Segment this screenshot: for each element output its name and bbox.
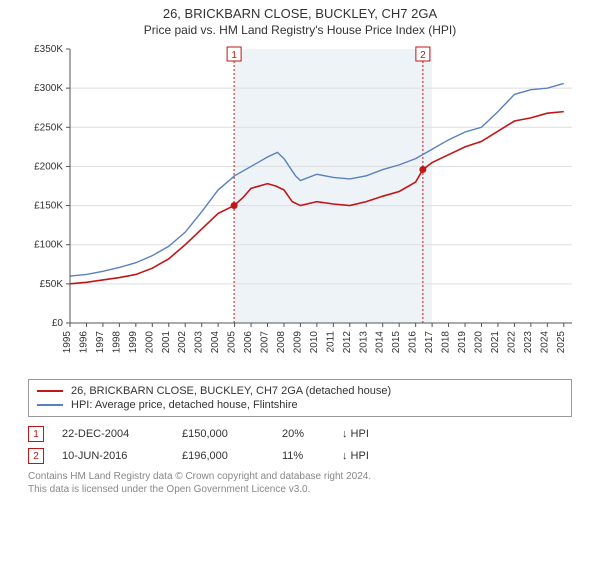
legend-label: 26, BRICKBARN CLOSE, BUCKLEY, CH7 2GA (d…: [71, 385, 391, 397]
legend-swatch: [37, 390, 63, 392]
svg-text:2006: 2006: [243, 331, 254, 354]
transaction-marker: 1: [28, 426, 44, 442]
svg-text:£250K: £250K: [34, 122, 63, 133]
svg-text:£150K: £150K: [34, 201, 63, 212]
svg-text:1998: 1998: [111, 331, 122, 354]
svg-text:2007: 2007: [260, 331, 271, 354]
transactions: 1 22-DEC-2004£150,00020%↓ HPI 2 10-JUN-2016…: [28, 423, 572, 467]
svg-text:1996: 1996: [78, 331, 89, 354]
svg-text:£350K: £350K: [34, 44, 63, 55]
legend-swatch: [37, 404, 63, 406]
transaction-pct: 20%: [282, 428, 342, 440]
svg-text:2015: 2015: [391, 331, 402, 354]
footer: Contains HM Land Registry data © Crown c…: [28, 471, 572, 496]
svg-text:2011: 2011: [325, 331, 336, 353]
footer-line-1: Contains HM Land Registry data © Crown c…: [28, 471, 572, 484]
svg-text:1: 1: [231, 50, 237, 61]
transaction-price: £150,000: [182, 428, 282, 440]
svg-text:£100K: £100K: [34, 240, 63, 251]
legend-row: HPI: Average price, detached house, Flin…: [37, 398, 563, 412]
svg-text:2003: 2003: [194, 331, 205, 354]
svg-text:1995: 1995: [62, 331, 73, 354]
transaction-row: 1 22-DEC-2004£150,00020%↓ HPI: [28, 423, 572, 445]
legend-label: HPI: Average price, detached house, Flin…: [71, 399, 298, 411]
svg-text:1997: 1997: [95, 331, 106, 354]
svg-text:2024: 2024: [539, 331, 550, 354]
svg-text:2025: 2025: [556, 331, 567, 354]
svg-text:2009: 2009: [292, 331, 303, 354]
svg-text:£0: £0: [52, 318, 64, 329]
transaction-row: 2 10-JUN-2016£196,00011%↓ HPI: [28, 445, 572, 467]
transaction-direction: ↓ HPI: [342, 450, 382, 462]
svg-text:2014: 2014: [375, 331, 386, 354]
transaction-price: £196,000: [182, 450, 282, 462]
svg-text:2005: 2005: [227, 331, 238, 354]
page-title: 26, BRICKBARN CLOSE, BUCKLEY, CH7 2GA: [0, 6, 600, 21]
svg-text:2001: 2001: [161, 331, 172, 354]
footer-line-2: This data is licensed under the Open Gov…: [28, 484, 572, 497]
transaction-date: 22-DEC-2004: [62, 428, 182, 440]
transaction-pct: 11%: [282, 450, 342, 462]
svg-text:1999: 1999: [128, 331, 139, 354]
transaction-direction: ↓ HPI: [342, 428, 382, 440]
svg-text:2016: 2016: [408, 331, 419, 354]
legend-row: 26, BRICKBARN CLOSE, BUCKLEY, CH7 2GA (d…: [37, 384, 563, 398]
svg-text:2000: 2000: [144, 331, 155, 354]
legend: 26, BRICKBARN CLOSE, BUCKLEY, CH7 2GA (d…: [28, 379, 572, 417]
transaction-date: 10-JUN-2016: [62, 450, 182, 462]
svg-text:2022: 2022: [506, 331, 517, 354]
svg-text:2020: 2020: [473, 331, 484, 354]
page-subtitle: Price paid vs. HM Land Registry's House …: [0, 23, 600, 37]
svg-text:£50K: £50K: [40, 279, 64, 290]
svg-text:2012: 2012: [342, 331, 353, 354]
svg-text:2: 2: [420, 50, 426, 61]
svg-text:2008: 2008: [276, 331, 287, 354]
transaction-marker: 2: [28, 448, 44, 464]
svg-text:2002: 2002: [177, 331, 188, 354]
svg-text:2023: 2023: [523, 331, 534, 354]
svg-text:2013: 2013: [358, 331, 369, 354]
svg-text:£300K: £300K: [34, 83, 63, 94]
svg-text:2010: 2010: [309, 331, 320, 354]
svg-text:2004: 2004: [210, 331, 221, 354]
svg-text:2021: 2021: [490, 331, 501, 354]
svg-text:£200K: £200K: [34, 161, 63, 172]
svg-text:2017: 2017: [424, 331, 435, 354]
chart-svg: 1 2 £0 £50K £100K £150K £200K £250K £300K £350K 19…: [20, 41, 580, 371]
svg-text:2019: 2019: [457, 331, 468, 354]
svg-text:2018: 2018: [441, 331, 452, 354]
price-chart: 1 2 £0 £50K £100K £150K £200K £250K £300K £350K 19…: [20, 41, 580, 371]
